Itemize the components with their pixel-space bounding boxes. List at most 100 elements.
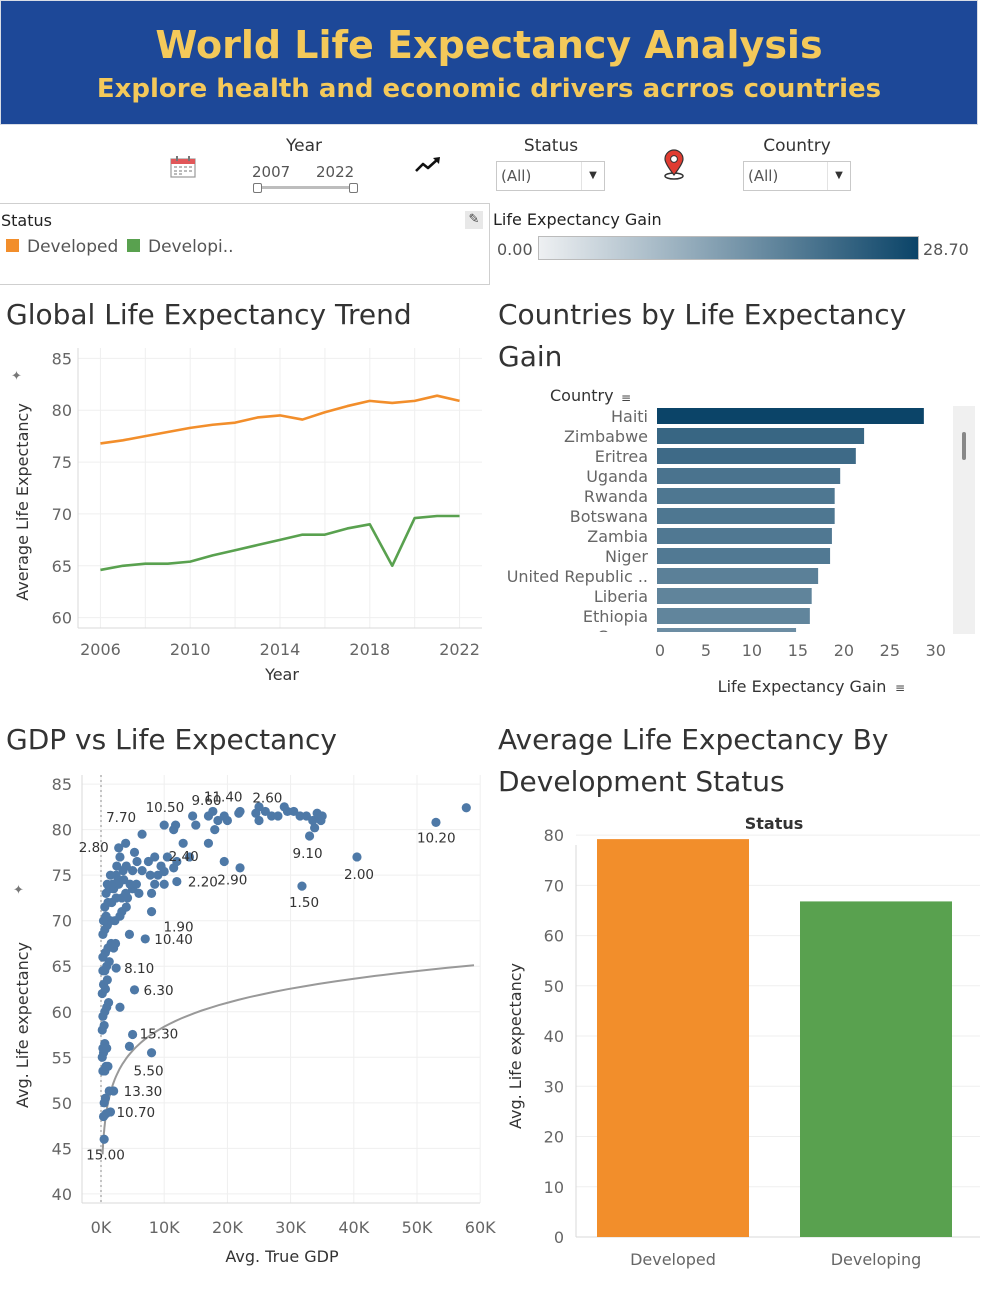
x-tick-label: 30 xyxy=(926,641,946,660)
data-point xyxy=(150,879,160,889)
point-annotation: 10.70 xyxy=(116,1105,155,1121)
bar xyxy=(657,408,924,424)
bar xyxy=(657,568,819,584)
data-point xyxy=(304,831,315,841)
y-axis-label: Avg. Life expectancy xyxy=(506,963,525,1129)
data-point xyxy=(129,985,140,995)
data-point xyxy=(235,863,245,873)
map-pin-icon xyxy=(664,149,684,180)
point-annotation: 10.50 xyxy=(146,800,185,816)
x-tick-label: 2014 xyxy=(260,640,301,659)
y-tick-label: 60 xyxy=(52,1003,72,1022)
y-tick-label: 70 xyxy=(52,505,72,524)
data-point xyxy=(109,1086,119,1096)
series-line-developed xyxy=(100,394,460,445)
x-tick-label: 5 xyxy=(701,641,711,660)
y-tick-label: 50 xyxy=(544,977,564,996)
life-expectancy-trend-chart[interactable]: 60 65 70 75 80 85 2006 2010 2014 2018 2022 Year Aver… xyxy=(0,340,490,710)
data-point xyxy=(102,975,112,985)
data-point xyxy=(317,811,327,821)
country-filter-label: Country xyxy=(763,136,831,156)
data-point xyxy=(134,888,144,898)
legend-label-developing: Developi.. xyxy=(148,237,234,257)
chevron-down-icon[interactable]: ▼ xyxy=(827,162,850,190)
data-point xyxy=(129,847,140,858)
data-point xyxy=(251,808,261,818)
y-tick-label: 70 xyxy=(52,912,72,931)
scrollbar-track xyxy=(953,406,975,634)
year-filter-label: Year xyxy=(286,136,322,156)
y-tick-label: 45 xyxy=(52,1139,72,1158)
data-point xyxy=(172,876,182,887)
trend-line xyxy=(101,964,475,1155)
countries-gain-bar-chart[interactable]: Country ≡ HaitiZimbabweEritreaUgandaRwanda… xyxy=(490,380,984,710)
data-point xyxy=(267,811,277,821)
data-point xyxy=(273,811,283,821)
y-tick-label: 85 xyxy=(52,349,72,368)
color-legend-max: 28.70 xyxy=(923,240,969,259)
point-annotation: 2.60 xyxy=(252,790,282,806)
y-tick-label: 70 xyxy=(544,876,564,895)
calendar-icon xyxy=(170,156,196,178)
data-point xyxy=(103,998,114,1008)
bar xyxy=(657,588,812,604)
country-label: Haiti xyxy=(611,407,648,426)
point-annotation: 2.40 xyxy=(169,849,199,865)
year-range-slider[interactable] xyxy=(253,183,358,193)
data-point xyxy=(310,823,320,833)
y-tick-label: 10 xyxy=(544,1178,564,1197)
data-point xyxy=(124,1041,135,1051)
y-axis-label: Avg. Life expectancy xyxy=(13,942,32,1108)
series-line-developing xyxy=(100,514,460,572)
country-label: Liberia xyxy=(594,587,648,606)
year-filter-end: 2022 xyxy=(316,163,355,181)
data-point xyxy=(234,808,244,818)
data-point xyxy=(162,852,172,862)
trend-chart-title: Global Life Expectancy Trend xyxy=(6,298,412,331)
status-filter-label: Status xyxy=(523,136,579,156)
point-annotation: 9.10 xyxy=(293,846,323,862)
x-tick-label: 20K xyxy=(212,1218,243,1237)
y-axis-label: Average Life Expectancy xyxy=(13,403,32,601)
y-tick-label: 30 xyxy=(544,1077,564,1096)
point-annotation: 10.40 xyxy=(154,932,193,948)
country-label: Uganda xyxy=(586,467,648,486)
data-point xyxy=(146,888,157,898)
data-point xyxy=(101,911,111,921)
data-point xyxy=(159,820,169,830)
data-point xyxy=(103,1061,113,1072)
color-legend-title: Life Expectancy Gain xyxy=(493,210,662,229)
data-point xyxy=(112,861,122,871)
color-legend-gradient xyxy=(538,236,919,260)
year-slider-handle-end[interactable] xyxy=(349,183,358,193)
dashboard-title: World Life Expectancy Analysis xyxy=(155,23,823,67)
status-filter-value: (All) xyxy=(501,167,532,185)
point-annotation: 2.90 xyxy=(217,873,247,889)
dashboard-subtitle: Explore health and economic drivers acrr… xyxy=(96,74,882,104)
x-tick-label: 2022 xyxy=(439,640,480,659)
country-filter-select[interactable]: (All) ▼ xyxy=(743,161,851,191)
data-point xyxy=(121,861,131,871)
y-tick-label: 75 xyxy=(52,453,72,472)
sort-icon: ≡ xyxy=(621,391,631,405)
point-annotation: 2.00 xyxy=(344,867,374,883)
year-slider-handle-start[interactable] xyxy=(253,183,262,193)
data-point xyxy=(128,1029,138,1040)
y-tick-label: 55 xyxy=(52,1048,72,1067)
gdp-vs-life-expectancy-scatter[interactable]: 40 45 50 55 60 65 70 75 80 85 0K 10K 20K 30K 40K 50K 60K… xyxy=(0,770,496,1280)
x-tick-label: 2010 xyxy=(170,640,211,659)
y-tick-label: 75 xyxy=(52,866,72,885)
edit-icon[interactable]: ✎ xyxy=(465,211,483,229)
status-average-bar-chart[interactable]: Status 0 10 20 30 40 50 60 70 80 Avg. Life expecta… xyxy=(490,805,984,1285)
gdp-chart-title: GDP vs Life Expectancy xyxy=(6,723,337,756)
legend-swatch-developing xyxy=(127,239,140,252)
gain-chart-title: Countries by Life Expectancy Gain xyxy=(498,298,907,373)
data-point xyxy=(111,870,121,880)
chevron-down-icon[interactable]: ▼ xyxy=(581,162,604,190)
data-point xyxy=(279,802,289,812)
point-annotation: 8.10 xyxy=(124,961,154,977)
category-label: Developing xyxy=(831,1250,922,1269)
data-point xyxy=(156,861,166,871)
trend-arrow-icon xyxy=(415,157,440,172)
status-filter-select[interactable]: (All) ▼ xyxy=(496,161,605,191)
